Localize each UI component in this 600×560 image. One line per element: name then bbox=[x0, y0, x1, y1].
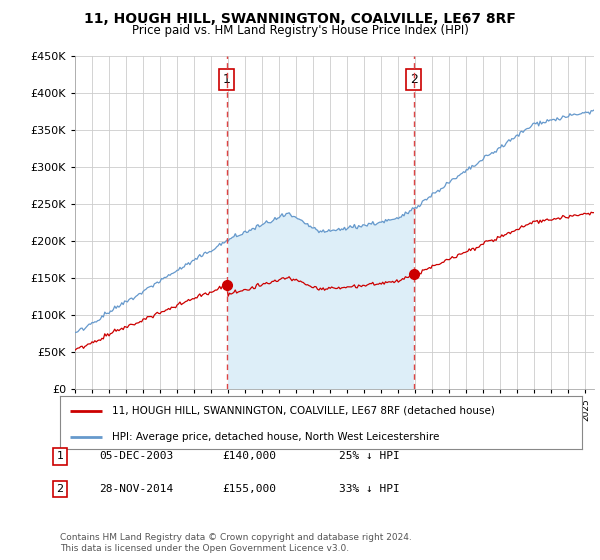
Text: 2: 2 bbox=[56, 484, 64, 494]
Text: £140,000: £140,000 bbox=[222, 451, 276, 461]
Text: 2: 2 bbox=[410, 73, 418, 86]
Text: Contains HM Land Registry data © Crown copyright and database right 2024.
This d: Contains HM Land Registry data © Crown c… bbox=[60, 533, 412, 553]
Text: 25% ↓ HPI: 25% ↓ HPI bbox=[339, 451, 400, 461]
Text: HPI: Average price, detached house, North West Leicestershire: HPI: Average price, detached house, Nort… bbox=[112, 432, 440, 442]
Text: 05-DEC-2003: 05-DEC-2003 bbox=[99, 451, 173, 461]
Text: 11, HOUGH HILL, SWANNINGTON, COALVILLE, LE67 8RF: 11, HOUGH HILL, SWANNINGTON, COALVILLE, … bbox=[84, 12, 516, 26]
Text: £155,000: £155,000 bbox=[222, 484, 276, 494]
Text: 1: 1 bbox=[56, 451, 64, 461]
Text: 28-NOV-2014: 28-NOV-2014 bbox=[99, 484, 173, 494]
Text: 11, HOUGH HILL, SWANNINGTON, COALVILLE, LE67 8RF (detached house): 11, HOUGH HILL, SWANNINGTON, COALVILLE, … bbox=[112, 406, 495, 416]
Text: 1: 1 bbox=[223, 73, 231, 86]
Text: 33% ↓ HPI: 33% ↓ HPI bbox=[339, 484, 400, 494]
Text: Price paid vs. HM Land Registry's House Price Index (HPI): Price paid vs. HM Land Registry's House … bbox=[131, 24, 469, 37]
